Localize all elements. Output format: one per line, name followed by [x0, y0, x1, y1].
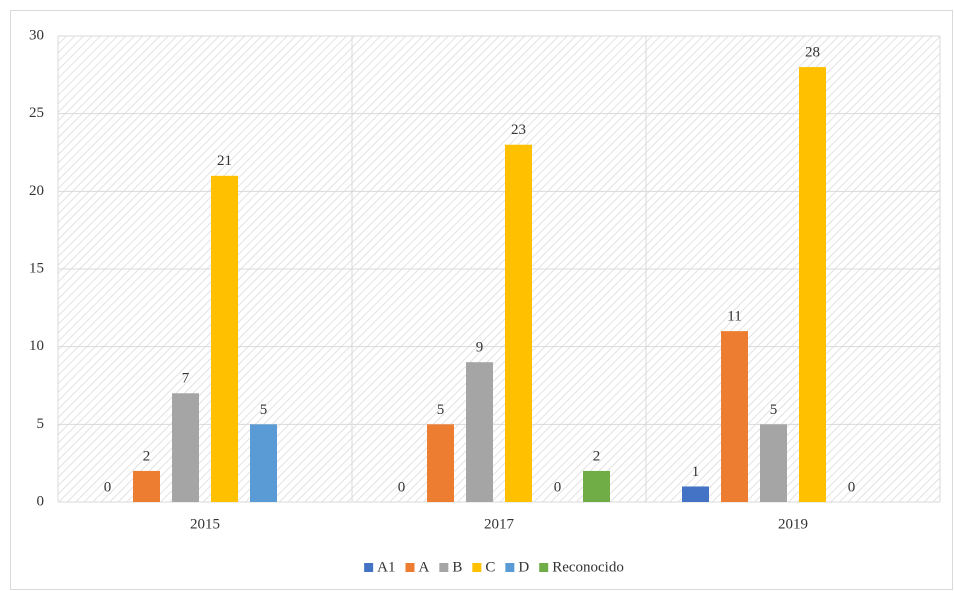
y-tick-label: 30: [29, 27, 44, 43]
legend-swatch: [505, 563, 515, 572]
data-label: 2: [593, 448, 601, 464]
legend-swatch: [539, 563, 549, 572]
legend-item: A: [405, 559, 429, 575]
bar: [682, 486, 709, 502]
bar: [799, 67, 826, 503]
legend-swatch: [439, 563, 449, 572]
bar: [172, 393, 199, 502]
legend-swatch: [405, 563, 415, 572]
data-label: 9: [476, 340, 484, 356]
x-tick-label: 2019: [778, 516, 808, 532]
y-tick-label: 0: [37, 493, 45, 509]
bar: [721, 331, 748, 502]
y-tick-label: 5: [37, 416, 45, 432]
data-label: 0: [554, 479, 562, 495]
bar: [505, 144, 532, 502]
y-tick-label: 20: [29, 183, 44, 199]
data-label: 21: [217, 153, 232, 169]
data-label: 23: [511, 122, 526, 138]
legend-item: B: [439, 559, 462, 575]
legend-item: C: [472, 559, 495, 575]
bar: [466, 362, 493, 502]
legend-label: D: [518, 559, 529, 575]
legend-label: Reconocido: [552, 559, 624, 575]
legend-label: A: [418, 559, 429, 575]
bar: [760, 424, 787, 502]
data-label: 28: [805, 45, 820, 61]
bar: [250, 424, 277, 502]
legend-label: C: [485, 559, 495, 575]
bar: [583, 470, 610, 502]
data-label: 7: [182, 371, 190, 387]
data-label: 11: [727, 309, 741, 325]
data-label: 5: [770, 402, 778, 418]
y-tick-label: 10: [29, 338, 44, 354]
bar: [211, 175, 238, 503]
legend-swatch: [364, 563, 374, 572]
x-tick-label: 2015: [190, 516, 220, 532]
data-label: 5: [260, 402, 268, 418]
y-tick-label: 15: [29, 260, 44, 276]
x-tick-label: 2017: [484, 516, 515, 532]
data-label: 0: [104, 479, 112, 495]
legend-item: D: [505, 559, 529, 575]
legend-label: A1: [377, 559, 395, 575]
legend-swatch: [472, 563, 482, 572]
data-label: 2: [143, 448, 151, 464]
bar: [427, 424, 454, 502]
legend-item: A1: [364, 559, 395, 575]
data-label: 5: [437, 402, 445, 418]
bar: [133, 470, 160, 502]
data-label: 1: [692, 464, 700, 480]
y-tick-label: 25: [29, 105, 44, 121]
data-label: 0: [848, 479, 856, 495]
legend-item: Reconocido: [539, 559, 624, 575]
legend-label: B: [452, 559, 462, 575]
data-label: 0: [398, 479, 406, 495]
